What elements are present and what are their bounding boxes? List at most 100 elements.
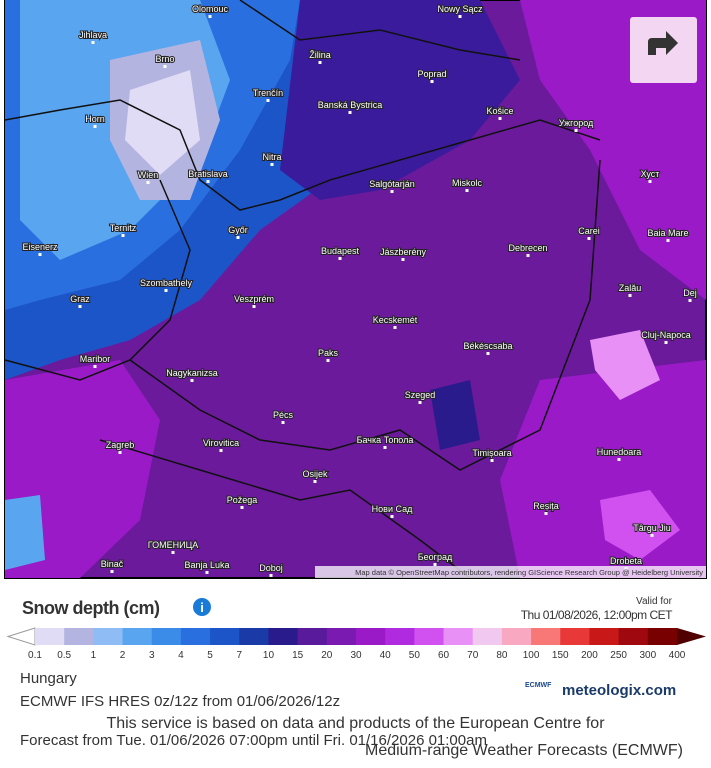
snow-region bbox=[5, 360, 160, 578]
city-label: Dej bbox=[683, 288, 697, 298]
city-dot bbox=[587, 237, 591, 240]
city-label: Békéscsaba bbox=[463, 341, 512, 351]
city-dot bbox=[458, 15, 462, 18]
city-dot bbox=[348, 111, 352, 114]
city-dot bbox=[390, 190, 394, 193]
colorbar: 0.1 0.5 1 2 3 4 5 7 10 15 20 30 40 50 60 70 80 100 150 200 2… bbox=[6, 627, 706, 661]
city-label: Trenčín bbox=[253, 88, 283, 98]
share-button-bg[interactable] bbox=[630, 17, 697, 83]
city-label: Baia Mare bbox=[647, 228, 688, 238]
colorbar-label: 20 bbox=[321, 650, 333, 661]
city-dot bbox=[270, 163, 274, 166]
share-icon[interactable] bbox=[648, 31, 678, 55]
colorbar-label: 4 bbox=[178, 650, 184, 661]
city-dot bbox=[574, 129, 578, 132]
city-label: Brno bbox=[155, 54, 174, 64]
colorbar-segment bbox=[472, 628, 503, 645]
snow-region bbox=[5, 495, 45, 570]
colorbar-segment bbox=[268, 628, 299, 645]
city-label: Košice bbox=[486, 106, 513, 116]
city-label: Veszprém bbox=[234, 294, 274, 304]
city-dot bbox=[393, 326, 397, 329]
city-dot bbox=[190, 379, 194, 382]
share-button[interactable] bbox=[630, 17, 697, 83]
city-dot bbox=[648, 180, 652, 183]
colorbar-segment bbox=[414, 628, 445, 645]
city-dot bbox=[236, 236, 240, 239]
city-dot bbox=[93, 365, 97, 368]
city-label: Ternitz bbox=[110, 223, 137, 233]
colorbar-segment bbox=[589, 628, 620, 645]
city-label: Reșița bbox=[533, 501, 559, 511]
legend-title: Snow depth (cm) bbox=[22, 598, 160, 618]
city-dot bbox=[628, 294, 632, 297]
city-label: Bratislava bbox=[188, 169, 228, 179]
city-label: Hunedoara bbox=[597, 447, 642, 457]
city-label: Szeged bbox=[405, 390, 436, 400]
city-dot bbox=[526, 254, 530, 257]
colorbar-label: 5 bbox=[207, 650, 213, 661]
colorbar-segment bbox=[210, 628, 240, 645]
colorbar-segment bbox=[501, 628, 532, 645]
city-label: Timișoara bbox=[472, 448, 511, 458]
colorbar-segment bbox=[356, 628, 386, 645]
info-glyph[interactable]: i bbox=[200, 600, 204, 615]
brand: meteologix.com bbox=[562, 682, 677, 699]
city-dot bbox=[430, 80, 434, 83]
city-label: Jihlava bbox=[79, 30, 107, 40]
colorbar-label: 2 bbox=[120, 650, 126, 661]
city-dot bbox=[110, 570, 114, 573]
city-label: Ужгород bbox=[559, 118, 594, 128]
border bbox=[239, 0, 521, 61]
attribution: Map data © OpenStreetMap contributors, r… bbox=[355, 568, 703, 577]
city-dot bbox=[208, 15, 212, 18]
city-label: Хуст bbox=[641, 169, 660, 179]
city-label: Szombathely bbox=[140, 278, 193, 288]
city-label: Nagykanizsa bbox=[166, 368, 218, 378]
colorbar-segment bbox=[122, 628, 153, 645]
border bbox=[128, 159, 601, 471]
city-dot bbox=[498, 117, 502, 120]
colorbar-segment bbox=[180, 628, 211, 645]
city-dot bbox=[338, 257, 342, 260]
legend: Snow depth (cm) i Valid for Thu 01/08/20… bbox=[6, 596, 706, 661]
city-dot bbox=[486, 352, 490, 355]
colorbar-label: 50 bbox=[409, 650, 421, 661]
colorbar-end bbox=[677, 628, 706, 645]
city-label: Pécs bbox=[273, 410, 294, 420]
city-label: Olomouc bbox=[192, 4, 229, 14]
info-button[interactable]: i bbox=[193, 598, 211, 616]
colorbar-segment bbox=[531, 628, 561, 645]
city-label: Budapest bbox=[321, 246, 360, 256]
colorbar-label: 1 bbox=[91, 650, 97, 661]
colorbar-segment bbox=[297, 628, 328, 645]
city-label: Maribor bbox=[80, 354, 111, 364]
colorbar-label: 0.1 bbox=[28, 650, 42, 661]
city-dot bbox=[269, 574, 273, 577]
colorbar-label: 10 bbox=[263, 650, 275, 661]
city-label: Бачка Топола bbox=[357, 435, 414, 445]
city-label: Győr bbox=[228, 225, 248, 235]
city-dot bbox=[313, 480, 317, 483]
colorbar-segment bbox=[64, 628, 94, 645]
city-label: Zagreb bbox=[106, 440, 135, 450]
colorbar-label: 70 bbox=[467, 650, 479, 661]
city-label: Virovitica bbox=[203, 438, 239, 448]
city-label: Wien bbox=[138, 170, 159, 180]
city-label: Debrecen bbox=[508, 243, 547, 253]
border bbox=[4, 359, 131, 381]
city-label: Osijek bbox=[302, 469, 328, 479]
city-dot bbox=[433, 563, 437, 566]
city-dot bbox=[91, 41, 95, 44]
city-label: Banja Luka bbox=[184, 560, 229, 570]
city-dot bbox=[121, 234, 125, 237]
info-icon[interactable] bbox=[193, 598, 211, 616]
colorbar-label: 7 bbox=[236, 650, 242, 661]
city-label: Zalău bbox=[619, 283, 642, 293]
valid-time: Thu 01/08/2026, 12:00pm CET bbox=[521, 608, 673, 622]
city-dot bbox=[206, 180, 210, 183]
city-dot bbox=[418, 401, 422, 404]
city-dot bbox=[146, 181, 150, 184]
colorbar-segment bbox=[35, 628, 65, 645]
colorbar-end bbox=[6, 627, 36, 646]
